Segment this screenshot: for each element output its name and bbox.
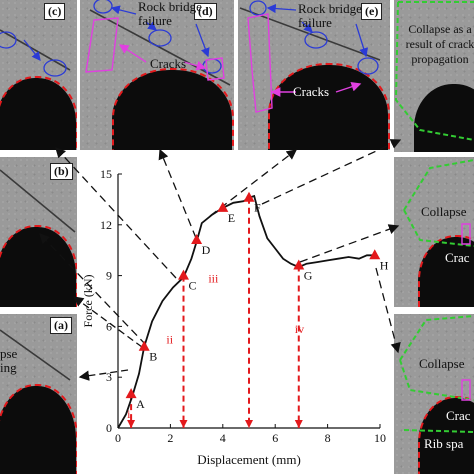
rock-bridge-markers-c [0,31,67,77]
y-tick-label: 9 [106,269,112,283]
cracks-label-g: Crac [445,250,470,265]
stage-label: i [127,407,131,421]
panel-b-photo: (b) [0,157,77,307]
tunnel-outline [418,235,474,307]
point-label: H [380,258,389,272]
point-label: E [228,211,235,225]
panel-a-text-1: pse [0,346,18,361]
point-marker [369,249,381,260]
panel-f-photo [394,0,474,152]
crack-markers-gh [461,223,471,401]
point-marker [293,259,305,270]
collapse-outline-f [394,1,474,141]
chart-points: A B C D E F G H [125,191,389,411]
x-tick-label: 4 [220,431,226,445]
point-label: D [202,243,211,257]
collapse-outline-h [399,315,474,433]
panel-a-text-2: ing [0,360,17,375]
stage-arrow-head [294,420,303,428]
stage-arrow-head [179,420,188,428]
rib-spall-label-h: Rib spa [424,436,464,451]
force-curve-line [117,194,375,429]
stage-arrow-head [245,420,253,428]
point-marker [138,340,150,351]
tunnel-outline [0,384,77,474]
panel-e-photo: (e) [238,0,390,150]
stage-arrow-head [127,420,136,428]
stage-label: ii [166,332,173,346]
crack-markers-d [85,17,225,81]
collapse-text-f: Collapse as a result of crack propagatio… [405,22,474,66]
point-label: C [189,279,197,293]
stage-label: iii [208,271,219,285]
panel-h-photo [394,314,474,474]
panel-label-b: (b) [50,163,73,180]
collapse-label-g: Collapse [421,204,467,219]
collapse-label-h: Collapse [419,356,465,371]
panel-label-a: (a) [50,317,72,334]
force-curve [117,194,375,429]
y-tick-label: 12 [100,218,112,232]
panel-c-photo: (c) [0,0,77,150]
point-marker [217,201,229,212]
rock-bridge-label-d: Rock bridge failure [138,0,202,28]
tunnel-outline [0,225,77,307]
crack-markers-e [247,13,362,113]
point-marker [125,388,137,399]
point-label: F [254,201,261,215]
cracks-label-h: Crac [446,408,471,423]
connector-arrows [39,139,402,381]
point-label: G [304,268,313,282]
point-label: B [149,350,157,364]
cracks-label-d: Cracks [150,56,187,71]
panel-label-d: (d) [194,3,217,20]
x-tick-label: 10 [374,431,386,445]
panel-d-photo: (d) [80,0,234,150]
collapse-outline-g [403,159,474,247]
y-tick-label: 6 [106,319,112,333]
y-axis-label: Force (kN) [81,275,95,328]
x-tick-label: 6 [272,431,278,445]
rock-bridge-markers-e [249,0,379,75]
point-marker [243,191,255,202]
tunnel-outline [268,63,390,150]
tunnel-outline [418,396,474,474]
x-tick-label: 0 [115,431,121,445]
tunnel-outline [112,68,234,150]
stage-dashed-lines [127,197,303,428]
y-tick-label: 3 [106,370,112,384]
stage-label: iv [295,322,304,336]
x-tick-label: 8 [325,431,331,445]
point-label: A [136,397,145,411]
panel-label-c: (c) [44,3,66,20]
x-axis-label: Displacement (mm) [197,452,301,467]
rock-bridge-label-e: Rock bridge failure [298,1,362,30]
tunnel-outline [0,76,77,150]
cracks-label-e: Cracks [293,84,330,99]
point-marker [178,269,189,280]
panel-g-photo [394,157,474,307]
panel-a-photo: (a) [0,314,77,474]
y-tick-label: 15 [100,167,112,181]
point-marker [191,234,203,245]
y-tick-label: 0 [106,421,112,435]
panel-label-e: (e) [361,3,383,20]
x-tick-label: 2 [167,431,173,445]
